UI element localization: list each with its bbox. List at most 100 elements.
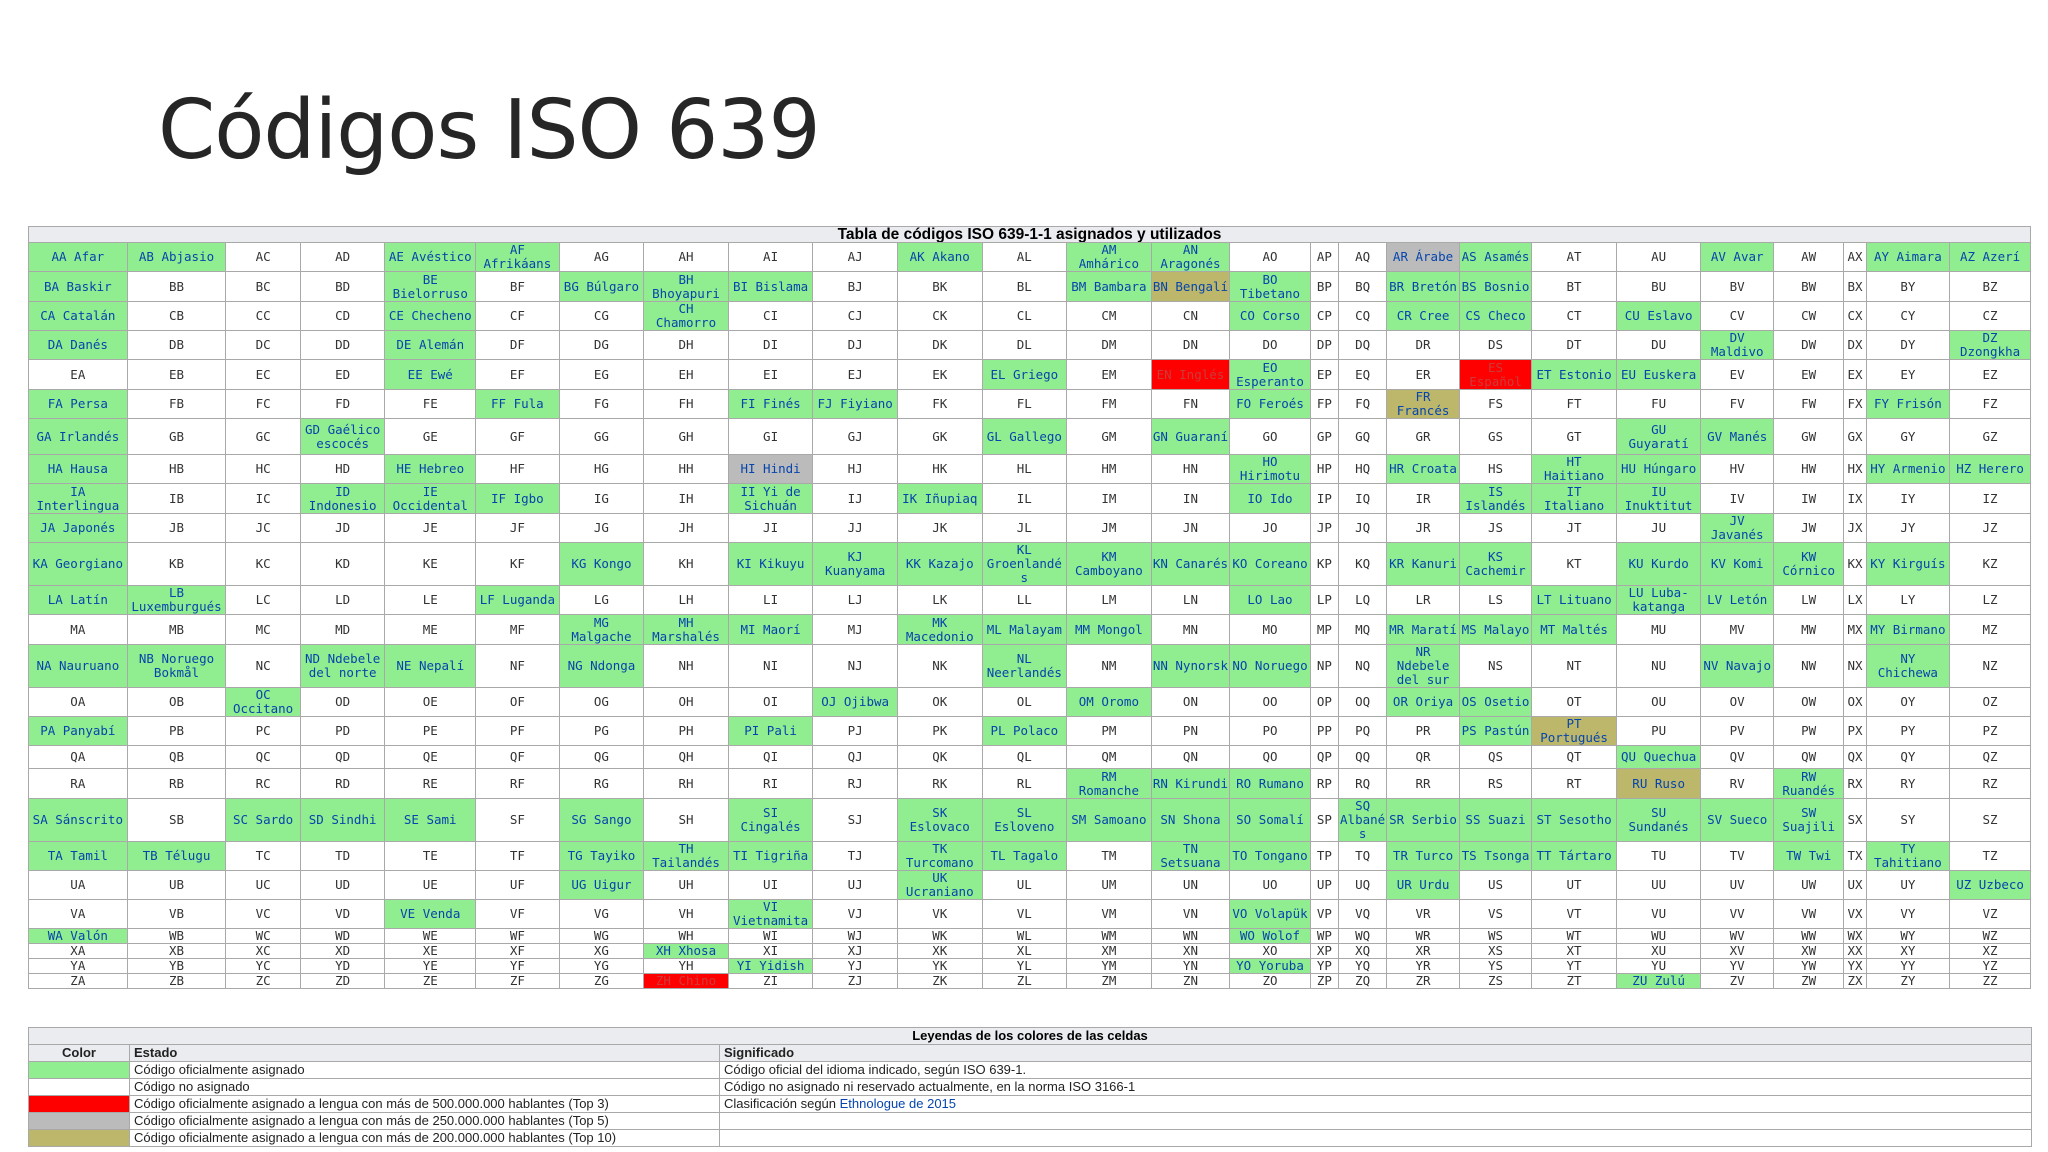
language-code-cell[interactable]: HA Hausa [28, 454, 128, 484]
language-code-cell[interactable]: AR Árabe [1386, 242, 1460, 272]
language-code-cell[interactable]: GL Gallego [981, 418, 1068, 455]
language-code-cell[interactable]: EU Euskera [1615, 359, 1702, 390]
language-code-cell[interactable]: CU Eslavo [1615, 301, 1702, 331]
language-code-cell[interactable]: EE Ewé [384, 359, 477, 390]
language-code-cell[interactable]: DZ Dzongkha [1949, 330, 2031, 360]
language-code-cell[interactable]: TT Tártaro [1531, 841, 1617, 871]
language-code-cell[interactable]: KR Kanuri [1386, 542, 1460, 586]
language-code-cell[interactable]: FI Finés [727, 389, 814, 419]
language-code-cell[interactable]: SW Suajili [1772, 798, 1845, 842]
language-code-cell[interactable]: MT Maltés [1531, 614, 1617, 645]
language-code-cell[interactable]: RN Kirundi [1150, 768, 1231, 799]
language-code-cell[interactable]: UK Ucraniano [896, 870, 983, 900]
language-code-cell[interactable]: RO Rumano [1229, 768, 1311, 799]
language-code-cell[interactable]: SK Eslovaco [896, 798, 983, 842]
language-code-cell[interactable]: QU Quechua [1615, 745, 1702, 769]
language-code-cell[interactable]: PT Portugués [1531, 716, 1617, 746]
language-code-cell[interactable]: KK Kazajo [896, 542, 983, 586]
language-code-cell[interactable]: IT Italiano [1531, 483, 1617, 514]
language-code-cell[interactable]: AS Asamés [1458, 242, 1533, 272]
language-code-cell[interactable]: LB Luxemburgués [126, 585, 227, 615]
language-code-cell[interactable]: PI Pali [727, 716, 814, 746]
language-code-cell[interactable]: SM Samoano [1066, 798, 1152, 842]
language-code-cell[interactable]: TR Turco [1386, 841, 1460, 871]
language-code-cell[interactable]: EL Griego [981, 359, 1068, 390]
language-code-cell[interactable]: FO Feroés [1229, 389, 1311, 419]
language-code-cell[interactable]: AY Aimara [1865, 242, 1951, 272]
language-code-cell[interactable]: EO Esperanto [1229, 359, 1311, 390]
language-code-cell[interactable]: TB Télugu [126, 841, 227, 871]
language-code-cell[interactable]: HE Hebreo [384, 454, 477, 484]
language-code-cell[interactable]: SE Sami [384, 798, 477, 842]
language-code-cell[interactable]: HO Hirimotu [1229, 454, 1311, 484]
language-code-cell[interactable]: OJ Ojibwa [812, 687, 898, 717]
language-code-cell[interactable]: BR Bretón [1386, 271, 1460, 302]
language-code-cell[interactable]: WA Valón [28, 928, 128, 944]
language-code-cell[interactable]: LV Letón [1700, 585, 1774, 615]
language-code-cell[interactable]: TY Tahitiano [1865, 841, 1951, 871]
language-code-cell[interactable]: TA Tamil [28, 841, 128, 871]
language-code-cell[interactable]: ET Estonio [1531, 359, 1617, 390]
language-code-cell[interactable]: AN Aragonés [1150, 242, 1231, 272]
language-code-cell[interactable]: MS Malayo [1458, 614, 1533, 645]
language-code-cell[interactable]: KS Cachemir [1458, 542, 1533, 586]
language-code-cell[interactable]: SC Sardo [225, 798, 301, 842]
language-code-cell[interactable]: GA Irlandés [28, 418, 128, 455]
language-code-cell[interactable]: FY Frisón [1865, 389, 1951, 419]
language-code-cell[interactable]: IE Occidental [384, 483, 477, 514]
language-code-cell[interactable]: BG Búlgaro [558, 271, 645, 302]
language-code-cell[interactable]: CE Checheno [384, 301, 477, 331]
language-code-cell[interactable]: GN Guaraní [1150, 418, 1231, 455]
language-code-cell[interactable]: NB Noruego Bokmål [126, 644, 227, 688]
language-code-cell[interactable]: VO Volapük [1229, 899, 1311, 929]
language-code-cell[interactable]: SS Suazi [1458, 798, 1533, 842]
language-code-cell[interactable]: MY Birmano [1865, 614, 1951, 645]
language-code-cell[interactable]: HU Húngaro [1615, 454, 1702, 484]
language-code-cell[interactable]: HZ Herero [1949, 454, 2031, 484]
language-code-cell[interactable]: ST Sesotho [1531, 798, 1617, 842]
language-code-cell[interactable]: NE Nepalí [384, 644, 477, 688]
language-code-cell[interactable]: RU Ruso [1615, 768, 1702, 799]
language-code-cell[interactable]: MK Macedonio [896, 614, 983, 645]
language-code-cell[interactable]: TG Tayiko [558, 841, 645, 871]
language-code-cell[interactable]: KG Kongo [558, 542, 645, 586]
language-code-cell[interactable]: DE Alemán [384, 330, 477, 360]
language-code-cell[interactable]: HT Haitiano [1531, 454, 1617, 484]
language-code-cell[interactable]: ZH Chino [643, 973, 729, 989]
language-code-cell[interactable]: OC Occitano [225, 687, 301, 717]
language-code-cell[interactable]: NL Neerlandés [981, 644, 1068, 688]
language-code-cell[interactable]: BI Bislama [727, 271, 814, 302]
language-code-cell[interactable]: BO Tibetano [1229, 271, 1311, 302]
language-code-cell[interactable]: ND Ndebele del norte [299, 644, 386, 688]
language-code-cell[interactable]: UG Uigur [558, 870, 645, 900]
language-code-cell[interactable]: XH Xhosa [643, 943, 729, 959]
language-code-cell[interactable]: IO Ido [1229, 483, 1311, 514]
language-code-cell[interactable]: BA Baskir [28, 271, 128, 302]
language-code-cell[interactable]: ZU Zulú [1615, 973, 1702, 989]
language-code-cell[interactable]: PS Pastún [1458, 716, 1533, 746]
language-code-cell[interactable]: AZ Azerí [1949, 242, 2031, 272]
language-code-cell[interactable]: DV Maldivo [1700, 330, 1774, 360]
language-code-cell[interactable]: PL Polaco [981, 716, 1068, 746]
language-code-cell[interactable]: II Yi de Sichuán [727, 483, 814, 514]
language-code-cell[interactable]: YO Yoruba [1229, 958, 1311, 974]
language-code-cell[interactable]: SG Sango [558, 798, 645, 842]
language-code-cell[interactable]: VI Vietnamita [727, 899, 814, 929]
language-code-cell[interactable]: CH Chamorro [643, 301, 729, 331]
language-code-cell[interactable]: LU Luba-katanga [1615, 585, 1702, 615]
language-code-cell[interactable]: IA Interlingua [28, 483, 128, 514]
language-code-cell[interactable]: KI Kikuyu [727, 542, 814, 586]
language-code-cell[interactable]: CA Catalán [28, 301, 128, 331]
language-code-cell[interactable]: BS Bosnio [1458, 271, 1533, 302]
language-code-cell[interactable]: RM Romanche [1066, 768, 1152, 799]
language-code-cell[interactable]: GD Gaélico escocés [299, 418, 386, 455]
language-code-cell[interactable]: BE Bielorruso [384, 271, 477, 302]
language-code-cell[interactable]: MR Maratí [1386, 614, 1460, 645]
language-code-cell[interactable]: JA Japonés [28, 513, 128, 543]
language-code-cell[interactable]: IU Inuktitut [1615, 483, 1702, 514]
language-code-cell[interactable]: BH Bhoyapuri [643, 271, 729, 302]
language-code-cell[interactable]: LA Latín [28, 585, 128, 615]
language-code-cell[interactable]: NY Chichewa [1865, 644, 1951, 688]
language-code-cell[interactable]: NA Nauruano [28, 644, 128, 688]
language-code-cell[interactable]: GU Guyaratí [1615, 418, 1702, 455]
